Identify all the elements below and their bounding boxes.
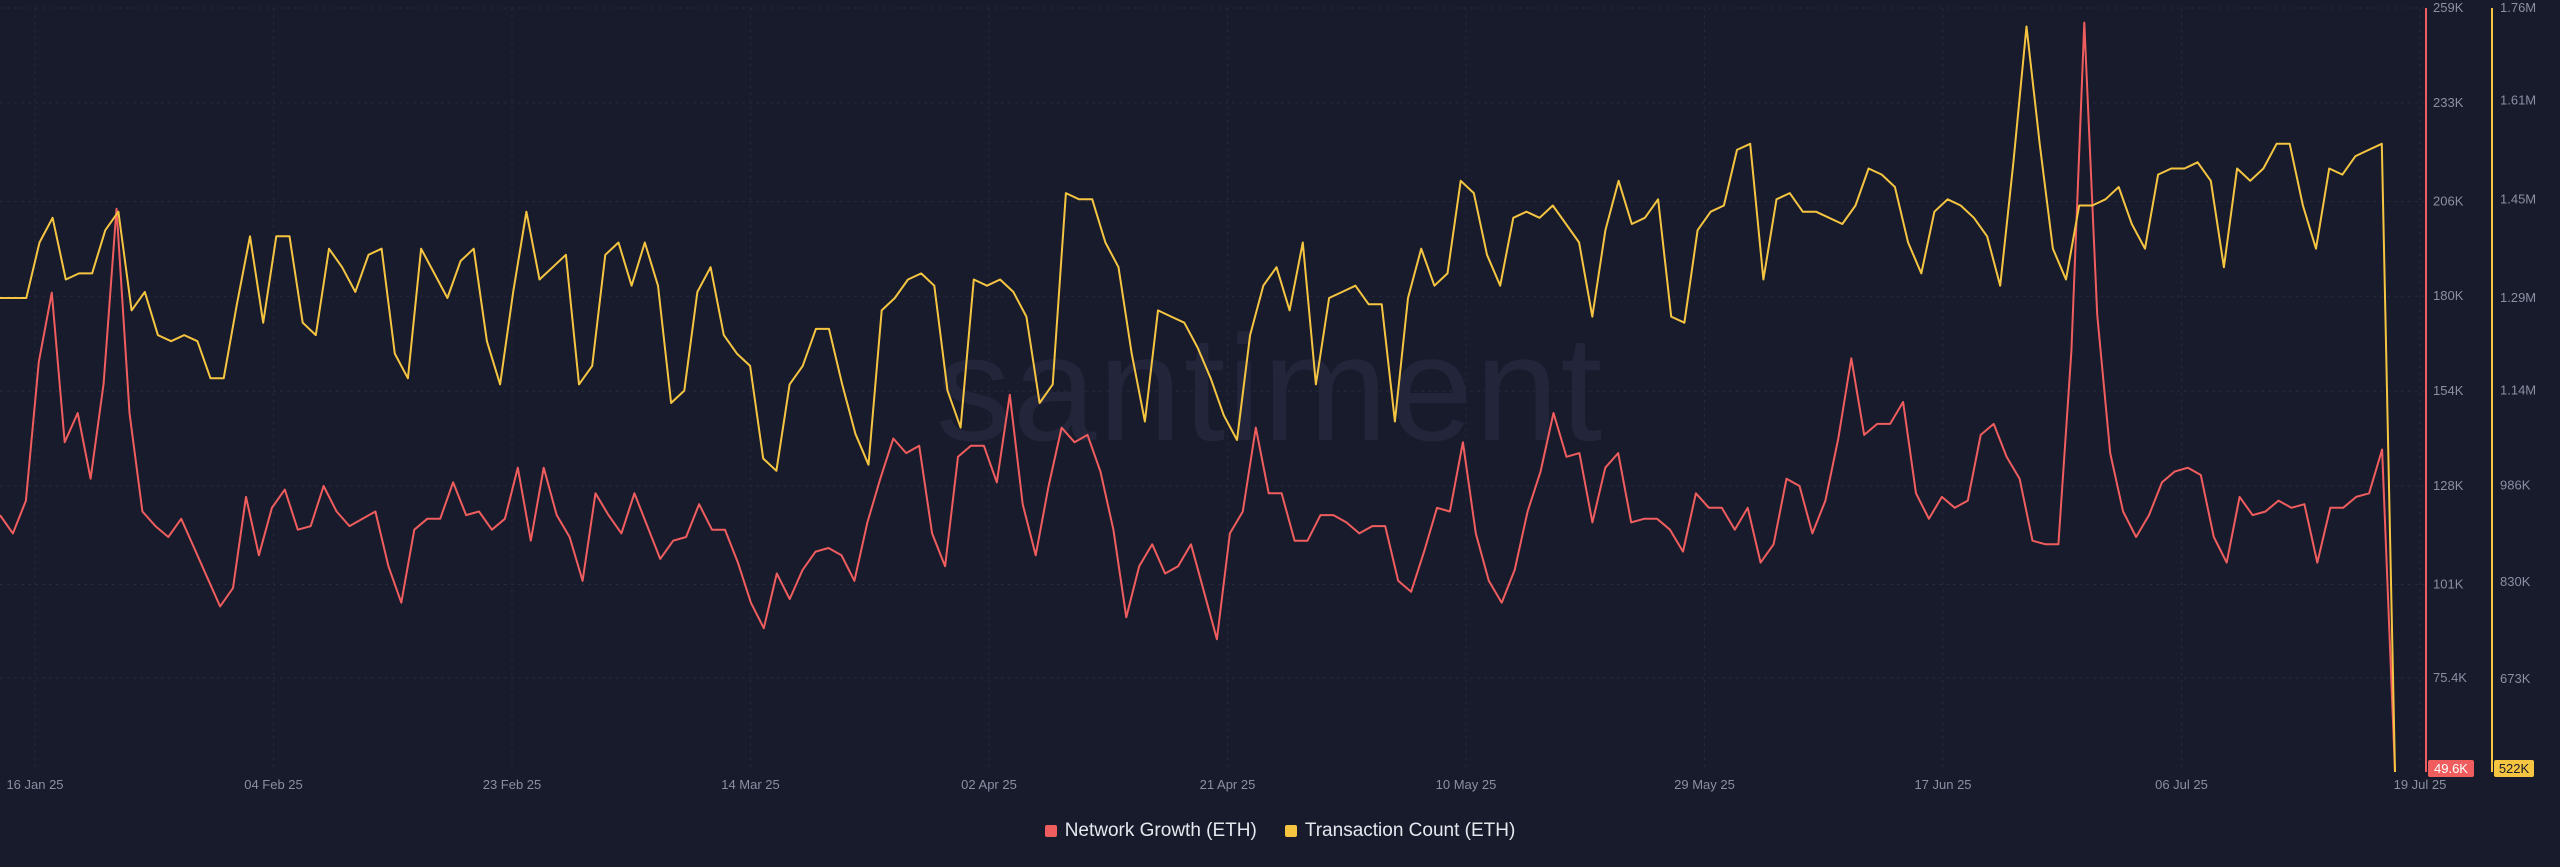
x-tick-label: 06 Jul 25 — [2155, 777, 2208, 792]
transaction-count-tick-label: 1.29M — [2500, 290, 2536, 305]
x-tick-label: 23 Feb 25 — [483, 777, 542, 792]
x-tick-label: 19 Jul 25 — [2394, 777, 2447, 792]
current-value-badges: 49.6K 522K — [2428, 760, 2534, 777]
legend: Network Growth (ETH) Transaction Count (… — [0, 820, 2560, 842]
transaction-count-current-badge — [2494, 760, 2534, 777]
network-growth-tick-label: 154K — [2433, 383, 2464, 398]
series-line-network-growth — [0, 21, 2396, 773]
transaction-count-tick-label: 1.14M — [2500, 383, 2536, 398]
transaction-count-tick-label: 830K — [2500, 574, 2531, 589]
network-growth-tick-label: 128K — [2433, 478, 2464, 493]
transaction-count-tick-label: 1.45M — [2500, 191, 2536, 206]
network-growth-tick-label: 180K — [2433, 288, 2464, 303]
x-tick-label: 16 Jan 25 — [6, 777, 63, 792]
legend-item-network-growth[interactable]: Network Growth (ETH) — [1044, 820, 1257, 842]
network-growth-tick-label: 101K — [2433, 576, 2464, 591]
network-growth-tick-label: 75.4K — [2433, 670, 2467, 685]
x-axis-ticks: 16 Jan 25 04 Feb 25 23 Feb 25 14 Mar 25 02 A… — [6, 777, 2446, 792]
transaction-count-current-badge-label: 522K — [2499, 761, 2530, 776]
network-growth-current-badge-label: 49.6K — [2434, 761, 2468, 776]
transaction-count-tick-label: 1.61M — [2500, 93, 2536, 108]
transaction-count-tick-label: 1.76M — [2500, 0, 2536, 15]
transaction-count-axis-ticks: 1.76M 1.61M 1.45M 1.29M 1.14M 986K 830K 673K — [2500, 0, 2536, 686]
network-growth-axis-ticks: 259K 233K 206K 180K 154K 128K 101K 75.4K — [2433, 0, 2467, 685]
x-tick-label: 02 Apr 25 — [961, 777, 1017, 792]
x-tick-label: 10 May 25 — [1436, 777, 1497, 792]
series-layer — [0, 21, 2396, 773]
grid-lines — [0, 7, 2425, 772]
legend-swatch-network-growth — [1044, 825, 1057, 837]
network-growth-tick-label: 233K — [2433, 95, 2464, 110]
series-line-transaction-count — [0, 25, 2396, 773]
watermark-text: santiment — [936, 304, 1604, 472]
legend-item-transaction-count[interactable]: Transaction Count (ETH) — [1284, 820, 1516, 842]
legend-label-transaction-count: Transaction Count (ETH) — [1304, 820, 1516, 841]
network-growth-tick-label: 206K — [2433, 193, 2464, 208]
x-tick-label: 21 Apr 25 — [1200, 777, 1256, 792]
transaction-count-tick-label: 673K — [2500, 671, 2531, 686]
x-tick-label: 14 Mar 25 — [721, 777, 780, 792]
x-tick-label: 04 Feb 25 — [244, 777, 303, 792]
x-tick-label: 17 Jun 25 — [1914, 777, 1971, 792]
x-tick-label: 29 May 25 — [1674, 777, 1735, 792]
network-growth-tick-label: 259K — [2433, 0, 2464, 15]
legend-label-network-growth: Network Growth (ETH) — [1064, 820, 1257, 841]
transaction-count-tick-label: 986K — [2500, 478, 2531, 493]
legend-swatch-transaction-count — [1284, 825, 1297, 837]
network-growth-current-badge — [2428, 760, 2474, 777]
